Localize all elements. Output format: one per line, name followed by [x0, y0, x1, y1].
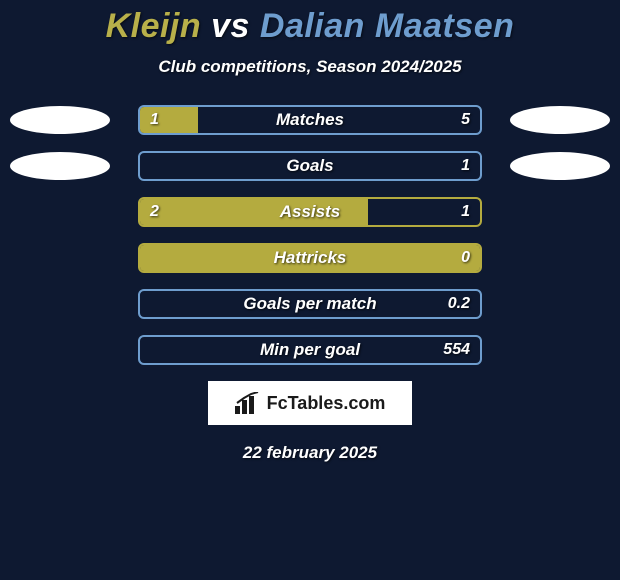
fctables-badge[interactable]: FcTables.com: [208, 381, 412, 425]
stat-bar: Hattricks0: [138, 243, 482, 273]
stat-row: Min per goal554: [0, 335, 620, 365]
stat-row: Hattricks0: [0, 243, 620, 273]
stat-label: Matches: [140, 107, 480, 133]
player2-avatar: [510, 152, 610, 180]
stat-bar: 1Matches5: [138, 105, 482, 135]
fctables-text: FcTables.com: [267, 393, 386, 414]
stat-label: Goals: [140, 153, 480, 179]
player1-avatar: [10, 106, 110, 134]
subtitle: Club competitions, Season 2024/2025: [0, 57, 620, 77]
player1-name: Kleijn: [106, 7, 202, 45]
stat-value-right: 1: [461, 153, 470, 179]
comparison-container: Kleijn vs Dalian Maatsen Club competitio…: [0, 0, 620, 463]
stat-bar: 2Assists1: [138, 197, 482, 227]
player1-avatar: [10, 152, 110, 180]
stat-value-right: 0: [461, 245, 470, 271]
stat-value-right: 1: [461, 199, 470, 225]
stat-bar: Goals1: [138, 151, 482, 181]
page-title: Kleijn vs Dalian Maatsen: [0, 8, 620, 45]
stat-bar: Goals per match0.2: [138, 289, 482, 319]
stat-label: Min per goal: [140, 337, 480, 363]
stat-row: 1Matches5: [0, 105, 620, 135]
stat-value-right: 554: [443, 337, 470, 363]
date-text: 22 february 2025: [0, 443, 620, 463]
vs-text: vs: [211, 7, 250, 45]
player2-name: Dalian Maatsen: [260, 7, 515, 45]
bar-chart-icon: [235, 392, 261, 414]
stat-label: Hattricks: [140, 245, 480, 271]
stat-value-right: 5: [461, 107, 470, 133]
player2-avatar: [510, 106, 610, 134]
bars-host: 1Matches5Goals12Assists1Hattricks0Goals …: [0, 105, 620, 365]
stat-bar: Min per goal554: [138, 335, 482, 365]
stat-label: Assists: [140, 199, 480, 225]
stat-value-right: 0.2: [448, 291, 470, 317]
stat-row: Goals1: [0, 151, 620, 181]
stat-row: Goals per match0.2: [0, 289, 620, 319]
stat-row: 2Assists1: [0, 197, 620, 227]
stat-label: Goals per match: [140, 291, 480, 317]
